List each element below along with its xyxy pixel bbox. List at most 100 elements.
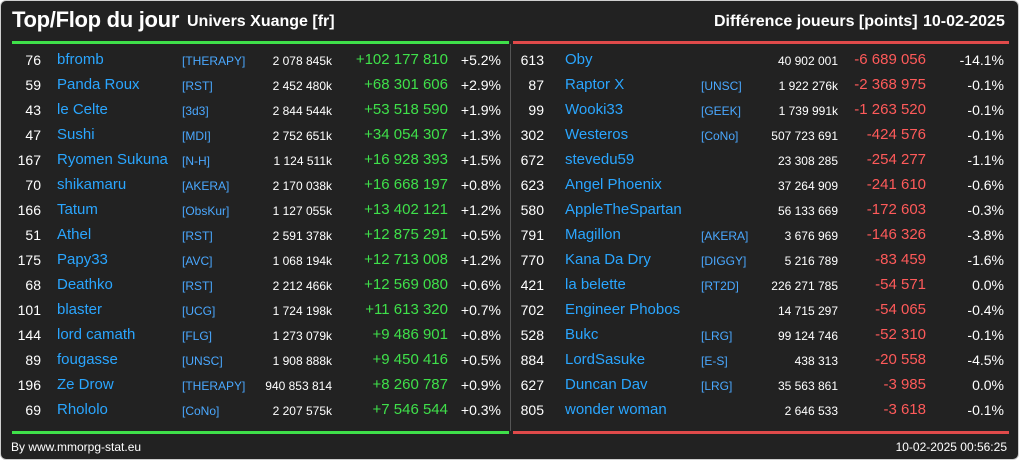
gainer-row: 89 fougasse [UNSC] 1 908 888k +9 450 416 +0.5… (1, 349, 511, 374)
guild-tag: [CoNo] (182, 404, 220, 418)
score-difference: +34 054 307 (364, 126, 448, 143)
guild-tag: [FLG] (182, 329, 213, 343)
player-rank: 68 (25, 277, 41, 293)
player-name-link[interactable]: Ryomen Sukuna (57, 151, 168, 168)
player-score: 2 207 575k (272, 404, 332, 418)
percent-change: +1.2% (460, 202, 501, 218)
percent-change: +5.2% (460, 52, 501, 68)
player-name-link[interactable]: blaster (57, 301, 103, 318)
player-score: 35 563 861 (777, 379, 838, 393)
guild-tag: [E-S] (701, 354, 728, 368)
loser-row: 770 Kana Da Dry [DIGGY] 5 216 789 -83 459 -1.… (512, 249, 1018, 274)
player-name-link[interactable]: Rhololo (57, 401, 108, 418)
gainer-row: 51 Athel [RST] 2 591 378k +12 875 291 +0.5% (1, 224, 511, 249)
guild-tag: [DIGGY] (701, 254, 747, 268)
player-name-link[interactable]: Papy33 (57, 251, 108, 268)
loser-row: 627 Duncan Dav [LRG] 35 563 861 -3 985 0.0% (512, 374, 1018, 399)
player-name-link[interactable]: Tatum (57, 201, 98, 218)
player-score: 2 646 533 (784, 404, 838, 418)
player-rank: 99 (528, 102, 544, 118)
guild-tag: [GEEK] (701, 104, 742, 118)
player-name-link[interactable]: AppleTheSpartan (565, 201, 682, 218)
loser-row: 421 la belette [RT2D] 226 271 785 -54 571 0.0… (512, 274, 1018, 299)
score-difference: +16 668 197 (364, 176, 448, 193)
percent-change: 0.0% (972, 377, 1004, 393)
player-name-link[interactable]: Magillon (565, 226, 621, 243)
loser-row: 528 Bukc [LRG] 99 124 746 -52 310 -0.1% (512, 324, 1018, 349)
top-losers-list: 613 Oby 40 902 001 -6 689 056 -14.1% 87 Raptor… (512, 49, 1018, 424)
gainer-row: 43 le Celte [3d3] 2 844 544k +53 518 590 +1.9… (1, 99, 511, 124)
score-difference: -52 310 (875, 326, 926, 343)
player-name-link[interactable]: Athel (57, 226, 92, 243)
player-name-link[interactable]: stevedu59 (565, 151, 635, 168)
player-rank: 89 (25, 352, 41, 368)
score-difference: +68 301 606 (364, 76, 448, 93)
player-name-link[interactable]: Oby (565, 51, 593, 68)
player-name-link[interactable]: Duncan Dav (565, 376, 648, 393)
percent-change: -0.1% (967, 102, 1004, 118)
player-score: 2 452 480k (272, 79, 332, 93)
percent-change: +0.5% (460, 352, 501, 368)
percent-change: +0.3% (460, 402, 501, 418)
percent-change: +0.8% (460, 177, 501, 193)
player-rank: 69 (25, 402, 41, 418)
player-rank: 770 (520, 252, 544, 268)
percent-change: -0.1% (967, 402, 1004, 418)
player-name-link[interactable]: Angel Phoenix (565, 176, 662, 193)
player-name-link[interactable]: bfromb (57, 51, 104, 68)
player-name-link[interactable]: Ze Drow (57, 376, 114, 393)
player-name-link[interactable]: le Celte (57, 101, 108, 118)
score-difference: -6 689 056 (854, 51, 926, 68)
player-name-link[interactable]: Sushi (57, 126, 95, 143)
score-difference: +7 546 544 (372, 401, 449, 418)
top-separator-green (12, 41, 509, 44)
player-name-link[interactable]: Kana Da Dry (565, 251, 651, 268)
player-score: 438 313 (794, 354, 838, 368)
player-name-link[interactable]: Deathko (57, 276, 113, 293)
top-separator-red (513, 41, 1009, 44)
percent-change: +0.6% (460, 277, 501, 293)
player-name-link[interactable]: shikamaru (57, 176, 127, 193)
universe-label: Univers Xuange [fr] (187, 13, 335, 30)
player-name-link[interactable]: LordSasuke (565, 351, 646, 368)
percent-change: -1.1% (967, 152, 1004, 168)
player-name-link[interactable]: Wooki33 (565, 101, 624, 118)
score-difference: -146 326 (866, 226, 926, 243)
player-score: 1 124 511k (273, 154, 333, 168)
page-title: Top/Flop du jour (12, 7, 180, 32)
metric-label: Différence joueurs [points] (714, 13, 918, 30)
player-score: 56 133 669 (777, 204, 838, 218)
player-rank: 70 (25, 177, 41, 193)
player-score: 40 902 001 (777, 54, 838, 68)
gainer-row: 101 blaster [UCG] 1 724 198k +11 613 320 +0.7… (1, 299, 511, 324)
column-divider (510, 44, 511, 431)
score-difference: -3 618 (883, 401, 926, 418)
player-rank: 101 (17, 302, 41, 318)
player-name-link[interactable]: Engineer Phobos (565, 301, 681, 318)
player-rank: 580 (520, 202, 544, 218)
score-difference: -2 368 975 (854, 76, 926, 93)
player-name-link[interactable]: wonder woman (565, 401, 667, 418)
percent-change: -0.3% (967, 202, 1004, 218)
player-name-link[interactable]: Westeros (565, 126, 629, 143)
player-rank: 791 (520, 227, 544, 243)
guild-tag: [RT2D] (701, 279, 739, 293)
player-name-link[interactable]: Bukc (565, 326, 599, 343)
player-score: 1 127 055k (272, 204, 332, 218)
player-rank: 613 (520, 52, 544, 68)
player-name-link[interactable]: Raptor X (565, 76, 625, 93)
player-name-link[interactable]: lord camath (57, 326, 136, 343)
player-name-link[interactable]: fougasse (57, 351, 118, 368)
player-rank: 528 (520, 327, 544, 343)
score-difference: +12 713 008 (364, 251, 448, 268)
player-name-link[interactable]: la belette (565, 276, 626, 293)
player-name-link[interactable]: Panda Roux (57, 76, 140, 93)
percent-change: +0.7% (460, 302, 501, 318)
loser-row: 613 Oby 40 902 001 -6 689 056 -14.1% (512, 49, 1018, 74)
player-score: 226 271 785 (771, 279, 838, 293)
guild-tag: [LRG] (701, 329, 733, 343)
guild-tag: [CoNo] (701, 129, 739, 143)
player-rank: 51 (25, 227, 41, 243)
loser-row: 99 Wooki33 [GEEK] 1 739 991k -1 263 520 -0.1% (512, 99, 1018, 124)
